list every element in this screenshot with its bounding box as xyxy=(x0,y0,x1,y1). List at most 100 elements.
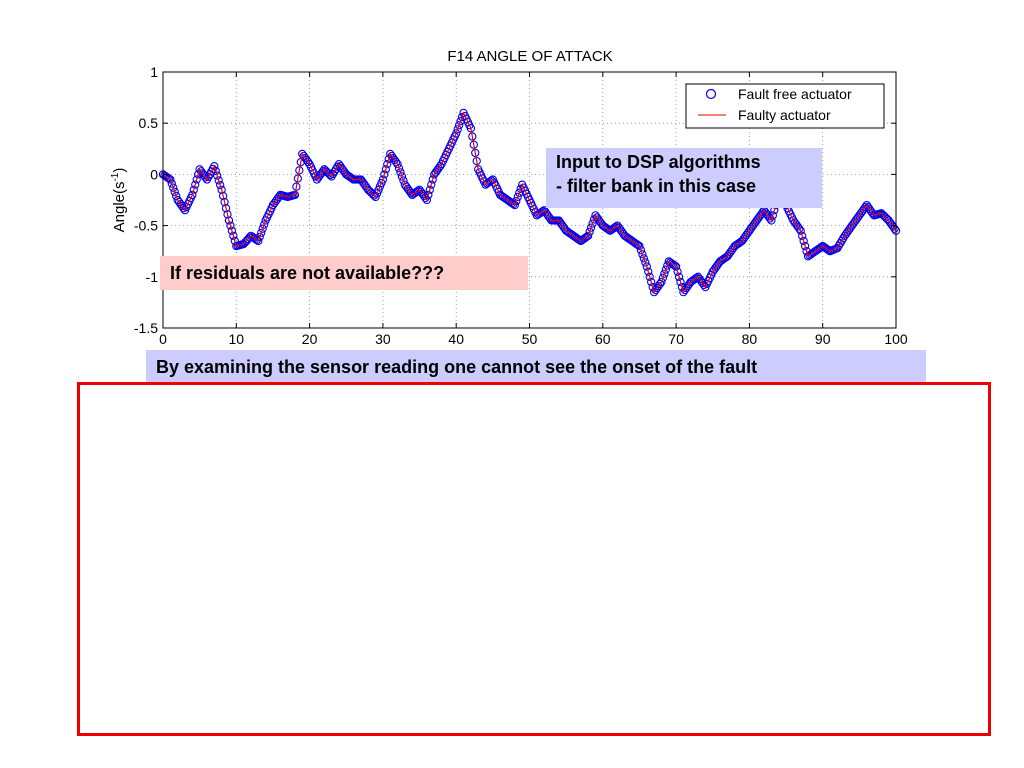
data-point-fault-free xyxy=(214,176,223,185)
x-tick-label: 40 xyxy=(448,331,464,347)
data-point-fault-free xyxy=(745,226,754,235)
data-point-fault-free xyxy=(635,241,644,251)
data-point-fault-free xyxy=(290,190,300,200)
data-point-fault-free xyxy=(173,195,182,205)
data-point-fault-free xyxy=(878,210,887,219)
data-point-fault-free xyxy=(888,222,898,231)
data-point-fault-free xyxy=(302,155,311,165)
data-point-fault-free xyxy=(321,166,330,175)
data-point-fault-free xyxy=(884,216,893,225)
data-point-fault-free xyxy=(292,182,301,191)
data-point-fault-free xyxy=(339,166,348,175)
data-point-fault-free xyxy=(255,232,264,242)
data-point-fault-free xyxy=(683,281,692,291)
sensor-callout: By examining the sensor reading one cann… xyxy=(146,350,926,384)
data-point-fault-free xyxy=(540,206,549,215)
y-tick-label: -1.5 xyxy=(134,320,158,336)
data-point-fault-free xyxy=(229,231,238,240)
data-point-fault-free xyxy=(257,228,266,237)
data-point-fault-free xyxy=(853,213,863,222)
data-point-fault-free xyxy=(224,216,234,225)
data-point-fault-free xyxy=(512,196,521,206)
axis-ticks: 0 10 20 30 40 50 60 70 80 90 100 1 0.5 0 -0.5 -1 -1.5 xyxy=(134,64,908,347)
y-axis-label-sup: -1 xyxy=(110,172,121,181)
data-point-fault-free xyxy=(216,180,225,190)
data-point-fault-free xyxy=(742,230,751,239)
data-point-fault-free xyxy=(293,174,303,183)
data-point-fault-free xyxy=(169,183,178,192)
chart: F14 ANGLE OF ATTACK 0 10 20 30 40 50 60 70 80 90 1… xyxy=(110,48,908,347)
series-faulty-actuator-line xyxy=(162,111,897,294)
data-point-fault-free xyxy=(424,190,433,200)
data-point-fault-free xyxy=(671,262,681,271)
data-point-fault-free xyxy=(364,185,373,194)
legend-box xyxy=(685,83,885,129)
data-point-fault-free xyxy=(453,125,462,134)
legend-marker-circle xyxy=(705,88,717,100)
data-point-fault-free xyxy=(767,216,776,225)
plot-area xyxy=(158,108,901,297)
data-point-fault-free xyxy=(170,187,179,196)
data-point-fault-free xyxy=(591,211,600,220)
data-point-fault-free xyxy=(320,165,329,174)
data-point-fault-free xyxy=(613,221,622,230)
data-point-fault-free xyxy=(324,169,333,178)
x-tick-label: 0 xyxy=(159,331,167,347)
x-tick-label: 80 xyxy=(742,331,758,347)
x-tick-label: 20 xyxy=(302,331,318,347)
x-tick-label: 30 xyxy=(375,331,391,347)
data-point-fault-free xyxy=(743,228,753,237)
data-point-fault-free xyxy=(468,132,477,141)
data-point-fault-free xyxy=(167,179,176,188)
data-point-fault-free xyxy=(471,148,480,158)
data-point-fault-free xyxy=(660,269,669,278)
data-point-fault-free xyxy=(756,210,766,219)
data-point-fault-free xyxy=(639,254,648,263)
residuals-callout: If residuals are not available??? xyxy=(160,256,528,290)
data-point-fault-free xyxy=(334,160,344,169)
data-point-fault-free xyxy=(793,222,802,231)
data-point-fault-free xyxy=(638,250,647,259)
data-point-fault-free xyxy=(223,210,232,219)
data-point-fault-free xyxy=(254,236,263,246)
y-axis-label: Angle(s-1) xyxy=(110,168,128,233)
data-point-fault-free xyxy=(386,149,395,159)
data-point-fault-free xyxy=(586,223,596,232)
data-point-fault-free xyxy=(268,200,278,210)
data-point-fault-free xyxy=(191,180,200,189)
data-point-fault-free xyxy=(698,278,707,288)
data-point-fault-free xyxy=(383,160,392,169)
data-point-fault-free xyxy=(649,288,659,297)
data-point-fault-free xyxy=(428,175,437,184)
data-point-fault-free xyxy=(752,216,761,225)
data-point-fault-free xyxy=(751,218,760,227)
data-point-fault-free xyxy=(859,205,868,214)
data-point-fault-free xyxy=(221,204,231,213)
data-point-fault-free xyxy=(217,185,226,194)
data-point-fault-free xyxy=(595,217,605,226)
data-point-fault-free xyxy=(227,226,237,235)
data-point-fault-free xyxy=(394,164,404,173)
data-point-fault-free xyxy=(397,172,407,181)
data-point-fault-free xyxy=(844,225,854,234)
legend-label-fault-free: Fault free actuator xyxy=(738,86,852,102)
data-point-fault-free xyxy=(644,267,653,276)
data-point-fault-free xyxy=(647,277,656,287)
data-point-fault-free xyxy=(713,261,722,270)
data-point-fault-free xyxy=(472,156,481,166)
data-point-fault-free xyxy=(258,224,267,233)
y-tick-label: 1 xyxy=(150,64,158,80)
data-point-fault-free xyxy=(674,272,684,281)
data-point-fault-free xyxy=(218,191,228,201)
data-point-fault-free xyxy=(226,221,235,230)
data-point-fault-free xyxy=(425,185,434,194)
data-point-fault-free xyxy=(862,200,871,210)
data-point-fault-free xyxy=(469,140,478,149)
data-point-fault-free xyxy=(583,231,593,240)
data-point-fault-free xyxy=(199,171,209,180)
data-point-fault-free xyxy=(654,281,663,291)
data-point-fault-free xyxy=(852,215,861,224)
data-point-fault-free xyxy=(295,166,304,175)
data-point-fault-free xyxy=(378,175,388,184)
data-point-fault-free xyxy=(367,188,376,197)
